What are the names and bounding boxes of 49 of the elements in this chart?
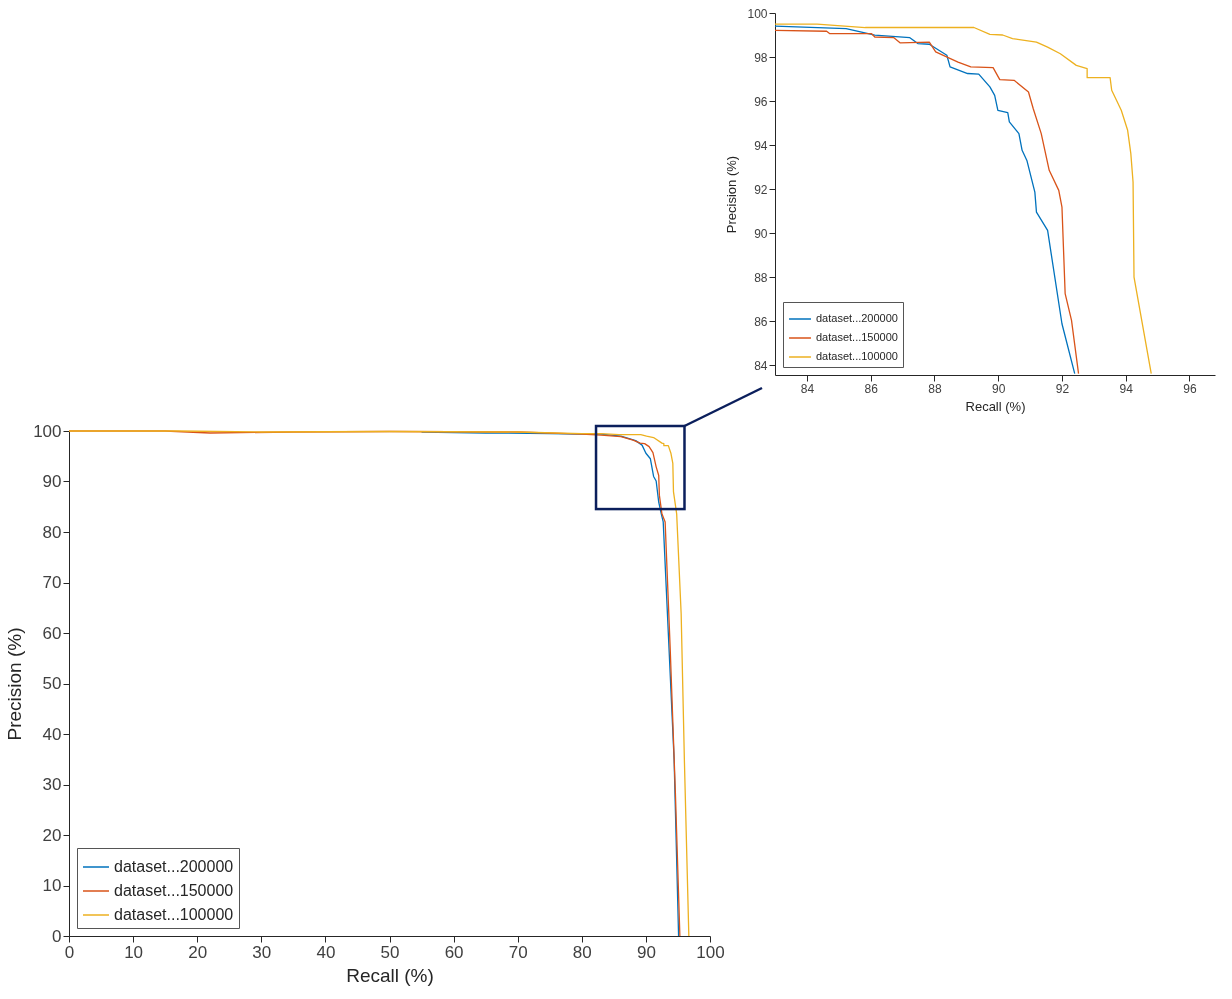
legend-label: dataset...150000: [114, 882, 234, 899]
x-tick-label: 20: [188, 942, 208, 962]
x-tick-label: 10: [124, 942, 144, 962]
x-tick-label: 90: [992, 381, 1006, 396]
y-tick-label: 60: [42, 623, 62, 643]
y-tick-label: 90: [42, 472, 62, 491]
y-tick-label: 88: [754, 270, 768, 285]
y-tick-label: 50: [42, 674, 62, 693]
x-tick-label: 70: [508, 942, 528, 962]
legend-label: dataset...200000: [114, 858, 234, 875]
x-tick-label: 84: [800, 381, 815, 396]
x-tick-label: 100: [696, 942, 725, 962]
y-tick-label: 96: [754, 94, 768, 109]
y-axis-title: Precision (%): [724, 155, 740, 234]
y-tick-label: 80: [42, 522, 62, 542]
x-tick-label: 86: [864, 381, 879, 396]
x-tick-label: 40: [316, 942, 336, 962]
legend-label: dataset...200000: [816, 312, 898, 324]
y-tick-label: 90: [754, 226, 768, 241]
x-tick-label: 0: [64, 942, 75, 962]
x-tick-label: 30: [252, 942, 272, 962]
y-tick-label: 30: [42, 775, 62, 794]
y-tick-label: 98: [754, 50, 768, 65]
y-tick-label: 70: [42, 573, 62, 592]
line-series: [774, 23, 1152, 375]
x-axis-title: Recall (%): [346, 964, 434, 986]
y-tick-label: 86: [754, 314, 768, 329]
y-tick-label: 40: [42, 724, 62, 744]
y-tick-label: 84: [754, 358, 768, 373]
y-tick-label: 0: [52, 926, 62, 946]
legend-label: dataset...100000: [114, 906, 234, 923]
y-tick-label: 100: [747, 6, 768, 21]
x-tick-label: 92: [1055, 381, 1070, 396]
x-tick-label: 94: [1119, 381, 1134, 396]
y-tick-label: 94: [754, 138, 768, 153]
x-axis-title: Recall (%): [965, 398, 1026, 414]
y-tick-label: 92: [754, 182, 768, 197]
x-tick-label: 50: [380, 942, 400, 962]
x-tick-label: 88: [928, 381, 942, 396]
x-tick-label: 96: [1183, 381, 1197, 396]
legend-label: dataset...150000: [816, 331, 898, 343]
legend-label: dataset...100000: [816, 350, 898, 362]
x-tick-label: 60: [444, 942, 464, 962]
y-tick-label: 100: [33, 421, 62, 441]
x-tick-label: 90: [636, 942, 656, 962]
y-tick-label: 20: [42, 825, 62, 845]
y-axis-title: Precision (%): [4, 627, 26, 741]
y-tick-label: 10: [42, 876, 62, 895]
x-tick-label: 80: [572, 942, 592, 962]
